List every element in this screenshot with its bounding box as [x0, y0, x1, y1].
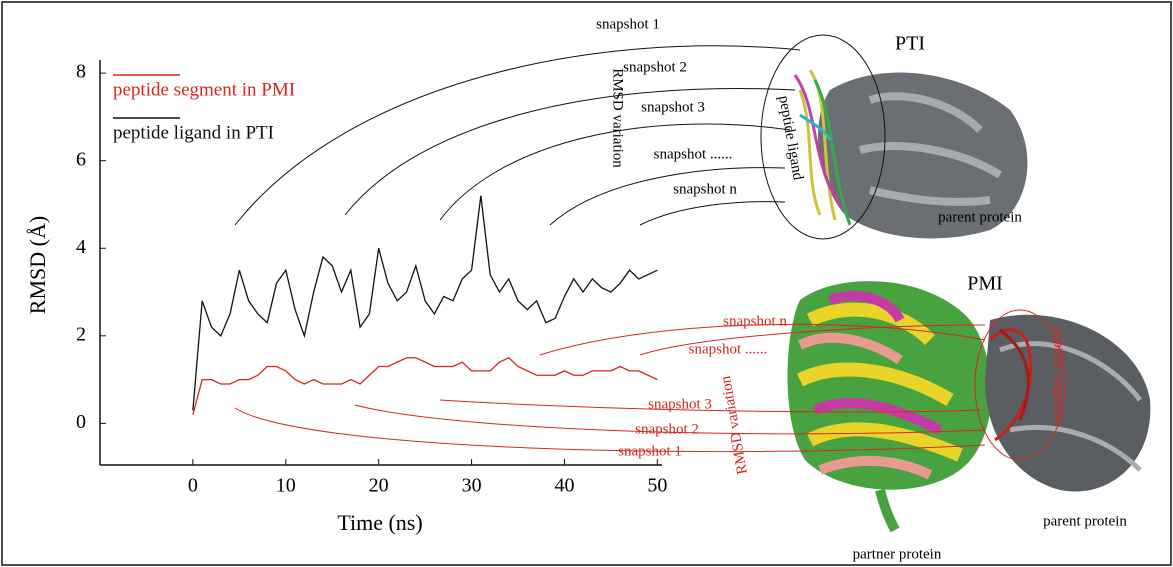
pti-arrows — [234, 45, 801, 226]
x-axis-label: Time (ns) — [337, 510, 422, 535]
x-tick-label: 20 — [369, 475, 389, 497]
annotation: RMSD variation — [610, 68, 626, 168]
annotation: peptide segment — [1051, 326, 1067, 425]
x-tick-label: 0 — [188, 475, 198, 497]
annotation: snapshot 1 — [618, 443, 682, 459]
y-axis-label: RMSD (Å) — [25, 216, 50, 314]
x-tick-label: 50 — [647, 475, 667, 497]
y-tick-label: 2 — [76, 323, 86, 345]
annotation: snapshot 1 — [596, 16, 660, 32]
annotation: snapshot 2 — [623, 59, 687, 75]
pmi-arrows — [234, 323, 986, 453]
annotation: snapshot ...... — [654, 146, 733, 162]
pmi-protein-image — [787, 281, 1151, 533]
data-line — [192, 356, 658, 415]
annotation: snapshot ...... — [689, 341, 768, 357]
annotation: snapshot 3 — [648, 396, 712, 412]
pmi-peptide-ellipse — [974, 309, 1066, 461]
y-tick-label: 8 — [76, 61, 86, 83]
pti-peptide-ellipse — [760, 34, 886, 240]
data-line — [192, 195, 658, 411]
annotation: peptide ligand — [775, 94, 806, 181]
annotation: PMI — [967, 273, 1003, 295]
annotation: snapshot 2 — [635, 421, 699, 437]
y-tick-label: 4 — [76, 236, 86, 258]
x-tick-label: 10 — [276, 475, 296, 497]
annotation: partner protein — [853, 546, 942, 562]
annotation: RMSD variation — [718, 374, 751, 475]
x-tick-label: 30 — [462, 475, 482, 497]
legend-label: peptide segment in PMI — [113, 79, 295, 100]
annotation: PTI — [895, 33, 925, 55]
axes: Time (ns) RMSD (Å) — [25, 60, 662, 535]
annotation: snapshot 3 — [641, 99, 705, 115]
annotation: snapshot n — [673, 181, 737, 197]
legend-label: peptide ligand in PTI — [113, 122, 274, 143]
x-tick-label: 40 — [554, 475, 574, 497]
annotation: snapshot n — [723, 313, 787, 329]
y-tick-label: 0 — [76, 411, 86, 433]
y-tick-label: 6 — [76, 148, 86, 170]
annotation: parent protein — [1043, 513, 1127, 529]
annotation: parent protein — [938, 209, 1022, 225]
